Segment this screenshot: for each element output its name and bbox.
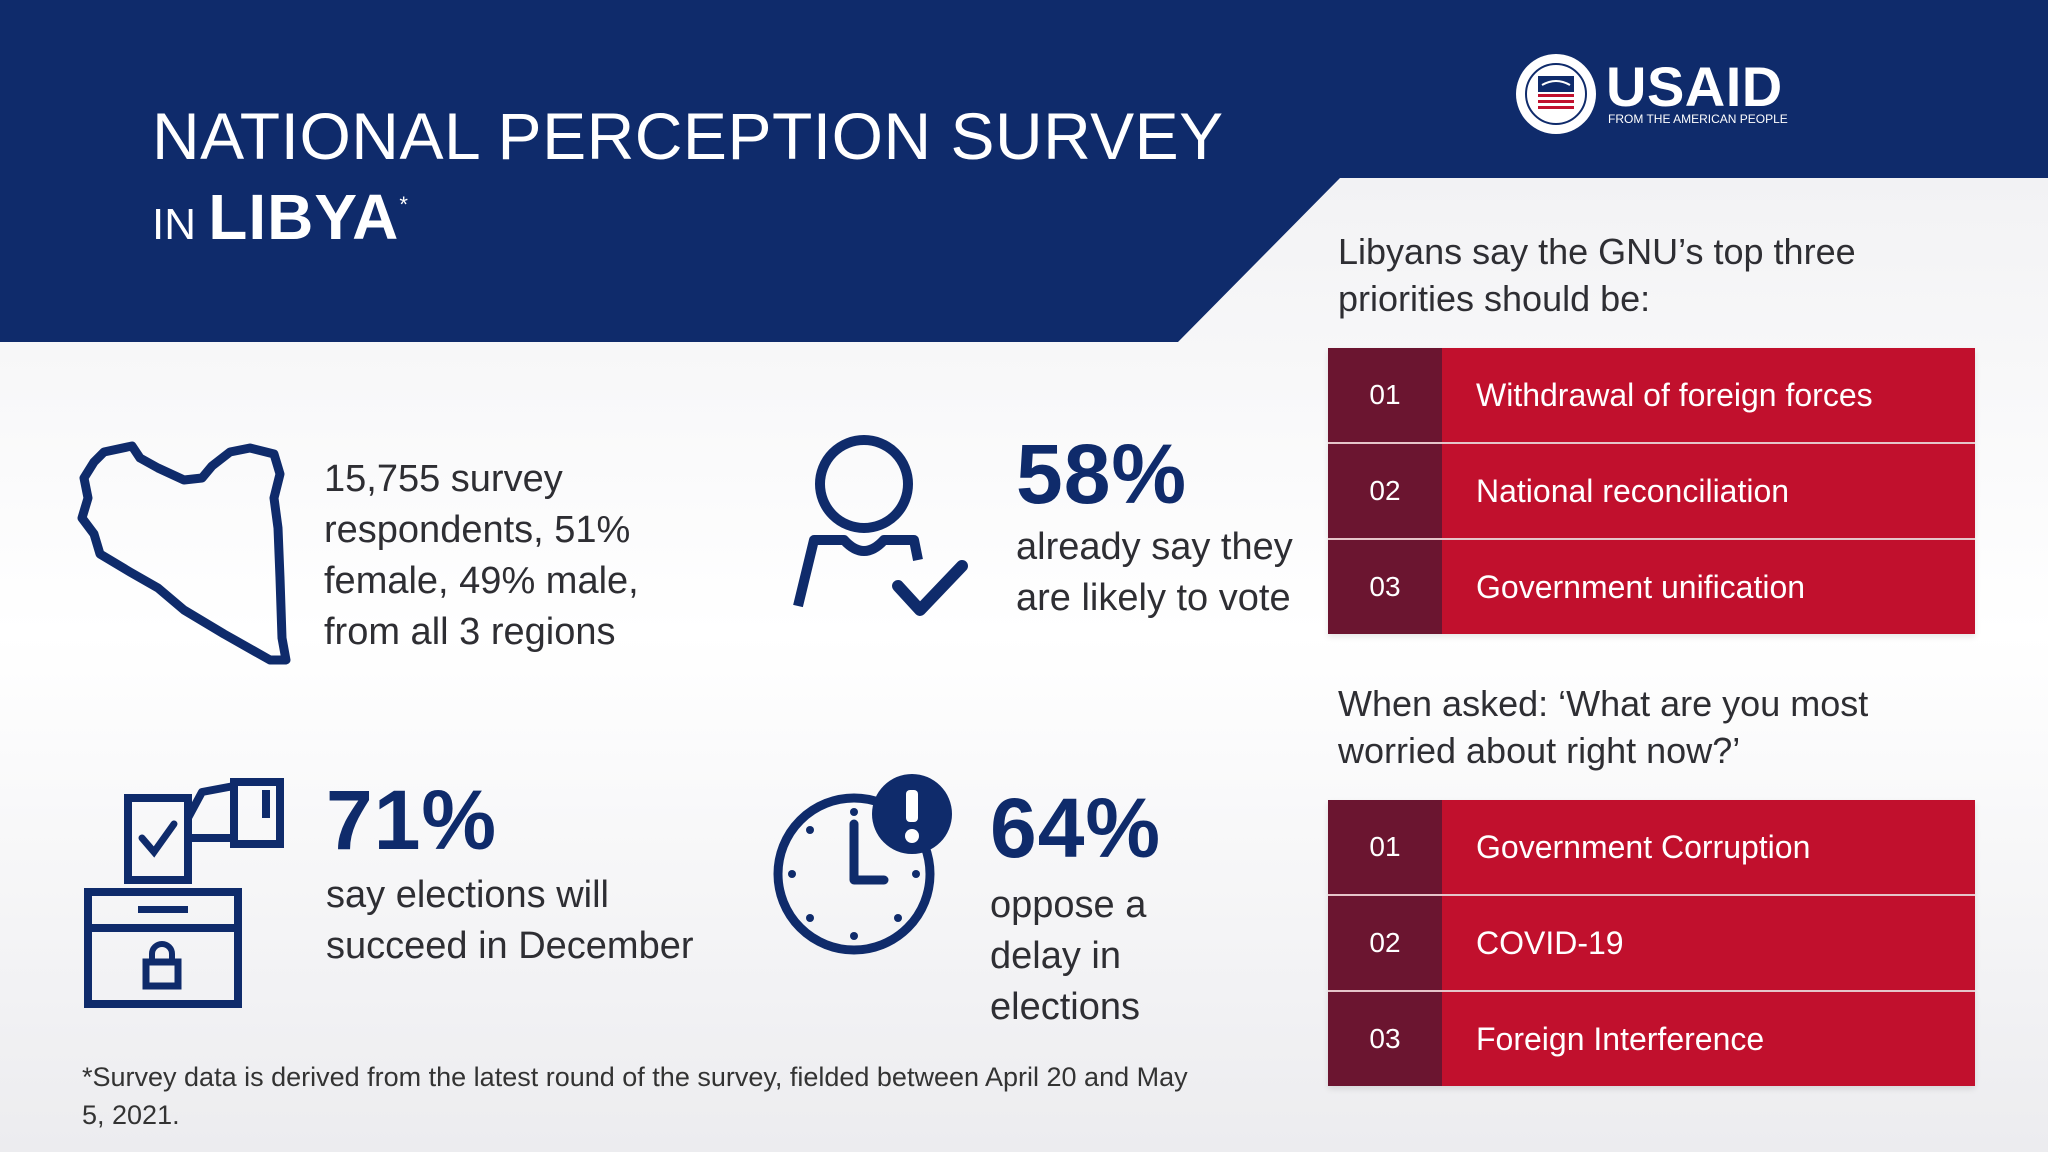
logo-tagline: FROM THE AMERICAN PEOPLE (1608, 112, 1788, 126)
rank-label: COVID-19 (1442, 896, 1975, 990)
worries-question: When asked: ‘What are you most worried a… (1338, 683, 1869, 771)
usaid-seal-icon (1516, 54, 1596, 134)
vote-text: already say they are likely to vote (1016, 526, 1293, 619)
respondents-text: 15,755 survey respondents, 51% female, 4… (324, 458, 639, 653)
worries-table: 01 Government Corruption 02 COVID-19 03 … (1328, 800, 1975, 1086)
page-title: NATIONAL PERCEPTION SURVEY (152, 99, 1224, 173)
title-country: LIBYA (208, 181, 400, 253)
priority-row: 02 National reconciliation (1328, 444, 1975, 540)
elections-text: say elections will succeed in December (326, 874, 694, 967)
usaid-logo: USAID FROM THE AMERICAN PEOPLE (1514, 52, 1804, 134)
delay-text: oppose a delay in elections (990, 884, 1147, 1028)
worry-row: 01 Government Corruption (1328, 800, 1975, 896)
title-footnote-mark: * (399, 192, 408, 217)
rank-label: Foreign Interference (1442, 992, 1975, 1086)
rank-label: Government Corruption (1442, 800, 1975, 894)
priority-row: 03 Government unification (1328, 540, 1975, 634)
libya-map-icon (77, 441, 291, 665)
priorities-question: Libyans say the GNU’s top three prioriti… (1338, 231, 1856, 319)
elections-percent: 71% (326, 773, 498, 867)
page-subtitle: IN LIBYA* (152, 180, 408, 254)
rank-label: National reconciliation (1442, 444, 1975, 538)
rank-number: 01 (1328, 800, 1442, 894)
rank-label: Withdrawal of foreign forces (1442, 348, 1975, 442)
ballot-box-icon (84, 778, 284, 1008)
rank-number: 03 (1328, 992, 1442, 1086)
logo-wordmark: USAID (1606, 55, 1783, 118)
title-prefix: IN (152, 200, 196, 249)
vote-percent: 58% (1016, 427, 1188, 521)
delay-percent: 64% (990, 781, 1162, 875)
rank-number: 02 (1328, 896, 1442, 990)
priorities-table: 01 Withdrawal of foreign forces 02 Natio… (1328, 348, 1975, 634)
clock-alert-icon (773, 774, 952, 955)
worry-row: 02 COVID-19 (1328, 896, 1975, 992)
priority-row: 01 Withdrawal of foreign forces (1328, 348, 1975, 444)
footnote: *Survey data is derived from the latest … (82, 1062, 1188, 1130)
worry-row: 03 Foreign Interference (1328, 992, 1975, 1086)
rank-number: 01 (1328, 348, 1442, 442)
rank-number: 03 (1328, 540, 1442, 634)
rank-number: 02 (1328, 444, 1442, 538)
person-check-icon (793, 435, 968, 616)
rank-label: Government unification (1442, 540, 1975, 634)
